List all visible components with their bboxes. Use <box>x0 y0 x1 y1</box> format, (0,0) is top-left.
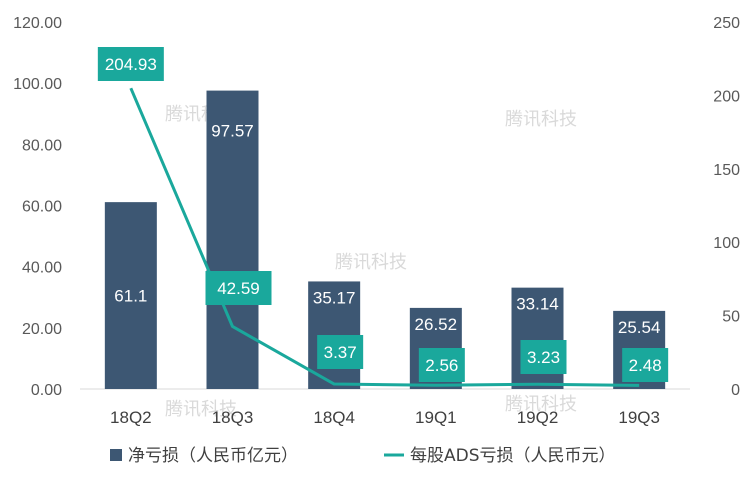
line-data-label: 3.23 <box>527 348 560 367</box>
bars <box>104 90 666 389</box>
line-data-label-box <box>205 271 272 305</box>
watermark-text: 腾讯科技 <box>505 109 577 130</box>
watermark-text: 腾讯科技 <box>165 399 237 420</box>
left-tick-label: 0.00 <box>31 382 62 399</box>
line-data-label: 2.48 <box>629 356 662 375</box>
watermark-text: 腾讯科技 <box>335 252 407 273</box>
bar-labels: 61.1 97.57 35.17 26.52 33.14 25.54 <box>114 122 660 337</box>
bar <box>104 202 157 389</box>
left-tick-label: 80.00 <box>22 137 62 154</box>
line-data-label-box <box>418 348 465 382</box>
line-data-label: 204.93 <box>105 55 157 74</box>
bar-data-label: 33.14 <box>516 295 559 314</box>
right-tick-label: 200 <box>713 88 740 105</box>
legend: 净亏损（人民币亿元） 每股ADS亏损（人民币元） <box>110 446 616 466</box>
category-label: 19Q3 <box>618 408 660 427</box>
legend-label-bar: 净亏损（人民币亿元） <box>128 446 298 466</box>
right-tick-label: 250 <box>713 15 740 32</box>
left-tick-label: 20.00 <box>22 321 62 338</box>
legend-swatch-bar <box>110 449 122 461</box>
right-axis: 0 50 100 150 200 250 <box>713 15 740 399</box>
category-label: 18Q3 <box>212 408 254 427</box>
category-labels: 18Q2 18Q3 18Q4 19Q1 19Q2 19Q3 <box>110 408 660 427</box>
bar-data-label: 61.1 <box>114 287 147 306</box>
right-tick-label: 50 <box>722 309 740 326</box>
bar <box>206 90 259 389</box>
line-data-label-box <box>520 340 567 374</box>
category-label: 18Q2 <box>110 408 152 427</box>
category-label: 18Q4 <box>313 408 355 427</box>
legend-label-line: 每股ADS亏损（人民币元） <box>410 446 616 466</box>
category-label: 19Q1 <box>415 408 457 427</box>
line-data-label: 3.37 <box>324 343 357 362</box>
watermark-text: 腾讯科技 <box>505 394 577 415</box>
line-data-label-box <box>622 348 669 382</box>
line-data-label-box <box>317 335 364 369</box>
line-labels: 204.93 42.59 3.37 2.56 3.23 2.48 <box>97 47 669 382</box>
left-tick-label: 120.00 <box>13 15 62 32</box>
line-data-label: 42.59 <box>217 279 260 298</box>
bar-data-label: 35.17 <box>313 288 356 307</box>
left-tick-label: 100.00 <box>13 76 62 93</box>
bar-data-label: 25.54 <box>618 318 661 337</box>
line-data-label: 2.56 <box>425 356 458 375</box>
right-tick-label: 100 <box>713 235 740 252</box>
line-data-label-box <box>97 47 164 81</box>
left-tick-label: 40.00 <box>22 260 62 277</box>
bar-data-label: 97.57 <box>211 122 254 141</box>
category-label: 19Q2 <box>517 408 559 427</box>
right-tick-label: 150 <box>713 162 740 179</box>
left-axis: 0.00 20.00 40.00 60.00 80.00 100.00 120.00 <box>13 15 62 399</box>
left-tick-label: 60.00 <box>22 199 62 216</box>
right-tick-label: 0 <box>731 382 740 399</box>
bar-data-label: 26.52 <box>415 315 458 334</box>
